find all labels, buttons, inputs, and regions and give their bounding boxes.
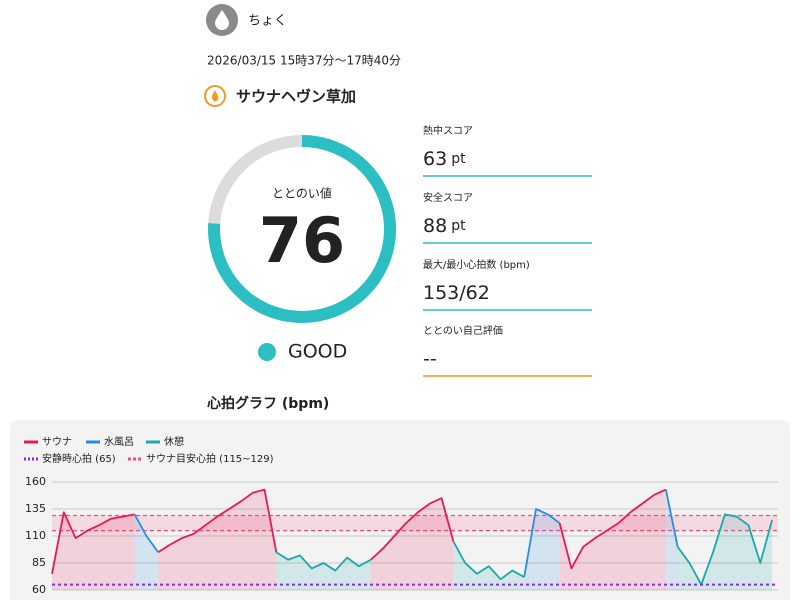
facility-icon (204, 85, 226, 107)
y-tick-label: 60 (32, 583, 46, 596)
gauge-arc (208, 135, 397, 323)
stat-unit: pt (451, 218, 466, 234)
series-area (52, 489, 666, 590)
legend-label: 休憩 (164, 435, 184, 448)
stat-unit: pt (451, 151, 466, 167)
stat-label: 安全スコア (423, 191, 473, 204)
score-label: ととのい値 (272, 186, 332, 201)
stat-label: 熱中スコア (423, 124, 473, 137)
legend-label: 水風呂 (104, 436, 134, 448)
stat-value: 63 pt (423, 148, 466, 170)
flame-icon (211, 90, 219, 102)
y-tick-label: 135 (25, 502, 46, 515)
series-line (51, 488, 667, 574)
legend-label: 安静時心拍 (65) (42, 452, 116, 465)
rating: GOOD (288, 341, 347, 363)
y-tick-label: 160 (25, 475, 46, 488)
score-value: 76 (259, 204, 345, 277)
stat-number: 63 (423, 148, 447, 170)
rating-icon (258, 343, 276, 361)
stat-value: -- (423, 348, 437, 370)
series-line (275, 513, 773, 586)
stat-number: 153/62 (423, 282, 490, 304)
stat-number: 88 (423, 215, 447, 237)
series-area (134, 489, 678, 590)
stat-value: 153/62 (423, 282, 490, 304)
user-name: ちょく (248, 14, 287, 29)
legend-label: サウナ目安心拍 (115~129) (146, 452, 274, 465)
stat-label: ととのい自己評価 (423, 324, 503, 337)
graph-title: 心拍グラフ (bpm) (207, 395, 329, 412)
stat-label: 最大/最小心拍数 (bpm) (423, 258, 530, 271)
datetime: 2026/03/15 15時37分〜17時40分 (207, 54, 401, 68)
drop-icon (215, 10, 229, 30)
stat-value: 88 pt (423, 215, 466, 237)
y-tick-label: 110 (25, 529, 46, 542)
series-area (276, 514, 773, 590)
graph-panel (10, 420, 790, 600)
series-line (133, 489, 679, 578)
facility-name: サウナヘヴン草加 (236, 88, 356, 106)
stat-number: -- (423, 348, 437, 370)
y-tick-label: 85 (32, 556, 46, 569)
target-band (52, 515, 778, 531)
legend-label: サウナ (42, 436, 72, 448)
